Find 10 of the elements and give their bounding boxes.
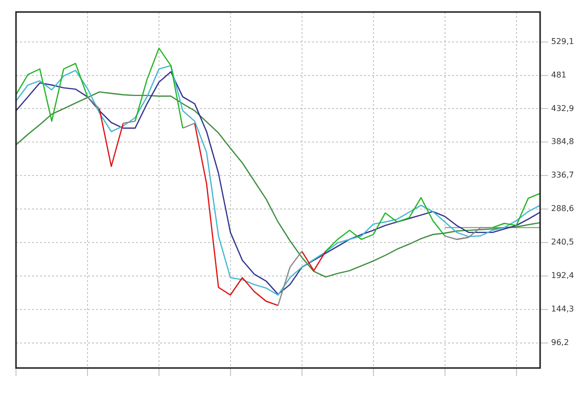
- y-tick-label: 481: [551, 70, 566, 80]
- y-tick-label: 96,2: [551, 338, 569, 347]
- y-tick-label: 192,4: [551, 271, 574, 280]
- y-tick-label: 384,8: [551, 137, 574, 146]
- y-tick-label: 336,7: [551, 170, 574, 180]
- y-tick-label: 240,5: [551, 238, 574, 247]
- y-tick-label: 144,3: [551, 304, 574, 314]
- y-tick-label: 288,6: [551, 204, 574, 214]
- y-tick-label: 529,1: [551, 36, 574, 46]
- y-tick-label: 432,9: [551, 104, 574, 113]
